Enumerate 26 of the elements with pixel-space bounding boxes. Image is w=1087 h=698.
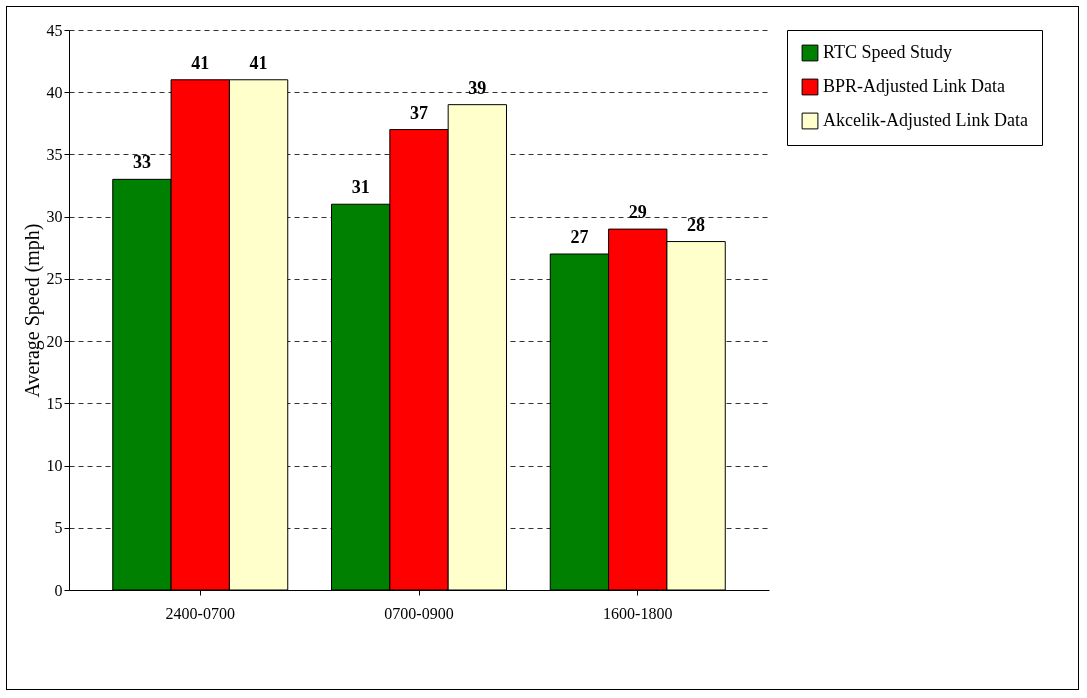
data-label: 31: [351, 177, 370, 198]
y-tick-label: 30: [46, 208, 63, 226]
y-tick-label: 25: [46, 270, 63, 288]
data-label: 33: [132, 152, 151, 173]
data-label: 41: [191, 52, 210, 73]
y-tick-label: 20: [46, 332, 63, 350]
legend-label: RTC Speed Study: [823, 42, 952, 62]
x-tick-label: 0700-0900: [384, 604, 454, 622]
y-tick-label: 35: [46, 145, 63, 163]
y-tick-label: 40: [46, 83, 63, 101]
legend-label: Akcelik-Adjusted Link Data: [823, 110, 1028, 130]
y-tick-label: 15: [46, 394, 63, 412]
data-label: 41: [249, 52, 268, 73]
x-tick-label: 2400-0700: [165, 604, 235, 622]
y-tick-label: 5: [54, 519, 63, 537]
data-label: 28: [687, 214, 706, 235]
y-tick-label: 10: [46, 457, 63, 475]
y-axis-title: Average Speed (mph): [20, 223, 44, 398]
data-label: 27: [570, 227, 589, 247]
legend-label: BPR-Adjusted Link Data: [823, 76, 1005, 96]
y-tick-label: 0: [54, 581, 63, 599]
y-tick-label: 45: [46, 21, 63, 39]
x-tick-label: 1600-1800: [603, 604, 673, 622]
data-label: 29: [628, 202, 647, 223]
data-label: 39: [468, 77, 487, 98]
data-label: 37: [410, 102, 428, 123]
